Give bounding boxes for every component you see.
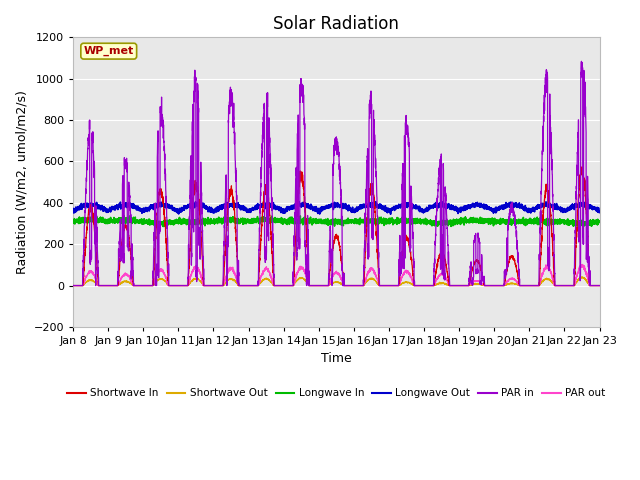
Longwave In (120, 213, 127, 218)
PAR out (595, 283, 603, 288)
PAR out (454, 283, 462, 288)
Shortwave In (596, 283, 604, 288)
Shortwave In (454, 283, 462, 288)
Shortwave Out (595, 283, 603, 288)
Line: PAR out: PAR out (73, 264, 600, 286)
Shortwave Out (577, 274, 584, 279)
Line: Shortwave Out: Shortwave Out (73, 276, 600, 286)
PAR in (596, 283, 604, 288)
Legend: Shortwave In, Shortwave Out, Longwave In, Longwave Out, PAR in, PAR out: Shortwave In, Shortwave Out, Longwave In… (63, 384, 610, 403)
PAR in (595, 283, 603, 288)
Longwave Out (484, 206, 492, 212)
PAR out (164, 279, 172, 285)
Line: Longwave In: Longwave In (73, 216, 600, 227)
X-axis label: Time: Time (321, 351, 351, 364)
Shortwave In (595, 283, 603, 288)
PAR in (425, 283, 433, 288)
Longwave Out (387, 211, 394, 217)
PAR out (579, 262, 586, 267)
Longwave Out (595, 209, 603, 215)
Shortwave In (577, 164, 584, 169)
Shortwave In (317, 283, 324, 288)
PAR in (317, 283, 324, 288)
Shortwave Out (164, 282, 172, 288)
PAR in (164, 238, 172, 243)
Longwave In (484, 217, 492, 223)
Shortwave In (425, 283, 433, 288)
Shortwave In (484, 283, 492, 288)
PAR out (484, 283, 492, 288)
Longwave Out (454, 207, 462, 213)
Text: WP_met: WP_met (84, 46, 134, 56)
Longwave In (454, 219, 462, 225)
PAR out (69, 283, 77, 288)
Shortwave Out (425, 283, 433, 288)
Shortwave Out (454, 283, 462, 288)
Longwave In (595, 218, 603, 224)
Shortwave In (164, 266, 172, 272)
Longwave In (596, 219, 604, 225)
PAR in (454, 283, 462, 288)
Longwave In (164, 220, 172, 226)
PAR out (425, 283, 433, 288)
Longwave Out (317, 207, 324, 213)
Line: PAR in: PAR in (73, 61, 600, 286)
Line: Shortwave In: Shortwave In (73, 167, 600, 286)
Longwave Out (596, 210, 604, 216)
Longwave Out (164, 202, 172, 207)
Longwave In (160, 224, 168, 229)
Longwave In (69, 218, 77, 224)
PAR out (596, 283, 604, 288)
PAR in (69, 283, 77, 288)
Longwave Out (295, 199, 303, 204)
Title: Solar Radiation: Solar Radiation (273, 15, 399, 33)
Longwave Out (69, 209, 77, 215)
Line: Longwave Out: Longwave Out (73, 202, 600, 214)
Shortwave Out (484, 283, 492, 288)
Shortwave Out (596, 283, 604, 288)
PAR in (484, 283, 492, 288)
Longwave Out (425, 203, 433, 208)
Shortwave Out (317, 283, 324, 288)
Shortwave In (69, 283, 77, 288)
PAR out (317, 283, 324, 288)
Longwave In (425, 220, 433, 226)
Shortwave Out (69, 283, 77, 288)
Y-axis label: Radiation (W/m2, umol/m2/s): Radiation (W/m2, umol/m2/s) (15, 90, 28, 274)
Longwave In (317, 218, 324, 224)
PAR in (578, 59, 586, 64)
